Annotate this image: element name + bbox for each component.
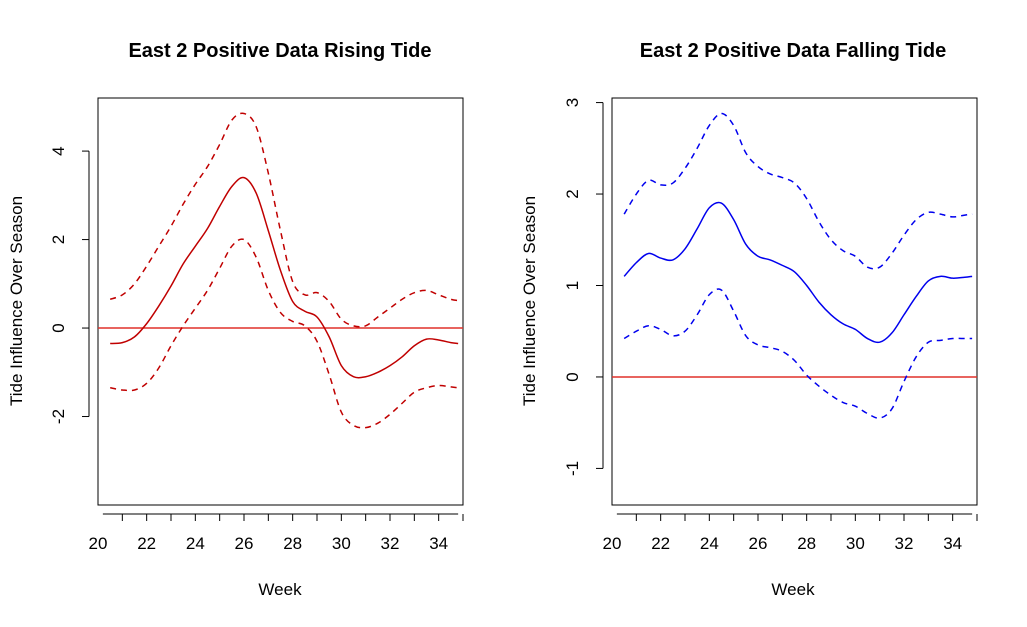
chart-right-y-tick-label: 0 xyxy=(563,372,582,381)
chart-right-x-tick-label: 32 xyxy=(895,534,914,553)
chart-left-x-tick-label: 20 xyxy=(89,534,108,553)
chart-right-series-layer xyxy=(623,112,973,419)
chart-right-x-tick-label: 30 xyxy=(846,534,865,553)
chart-right-plot-frame xyxy=(611,97,978,506)
chart-right-y-tick-label: 2 xyxy=(563,189,582,198)
chart-right-y-axis: -1 0 1 2 3 xyxy=(563,98,604,476)
chart-left: East 2 Positive Data Rising Tide 20 22 24 2… xyxy=(7,40,464,599)
chart-left-x-tick-label: 24 xyxy=(186,534,205,553)
chart-left-series-lower-bound xyxy=(110,238,459,429)
chart-right-series-upper-bound xyxy=(623,112,973,270)
chart-right-x-tick-label: 28 xyxy=(797,534,816,553)
chart-left-series-layer xyxy=(109,112,459,429)
chart-left-y-tick-label: -2 xyxy=(49,409,68,424)
chart-right: East 2 Positive Data Falling Tide 20 22 24… xyxy=(520,40,978,599)
chart-left-series-upper-bound xyxy=(109,112,459,328)
chart-right-xlabel: Week xyxy=(771,580,815,599)
chart-left-ylabel: Tide Influence Over Season xyxy=(7,196,26,406)
chart-right-ylabel: Tide Influence Over Season xyxy=(520,196,539,406)
chart-left-y-tick-label: 0 xyxy=(49,323,68,332)
chart-right-y-tick-label: -1 xyxy=(563,461,582,476)
chart-right-x-tick-label: 34 xyxy=(943,534,962,553)
chart-right-x-axis: 20 22 24 26 28 30 32 34 xyxy=(603,513,978,553)
chart-left-y-tick-label: 2 xyxy=(49,235,68,244)
chart-left-y-tick-label: 4 xyxy=(49,146,68,155)
chart-right-x-tick-label: 24 xyxy=(700,534,719,553)
chart-left-title: East 2 Positive Data Rising Tide xyxy=(128,40,431,62)
chart-left-series-fit xyxy=(110,176,459,379)
chart-left-x-tick-label: 30 xyxy=(332,534,351,553)
chart-right-y-tick-label: 3 xyxy=(563,98,582,107)
chart-right-series-lower-bound xyxy=(623,288,973,419)
chart-left-xlabel: Week xyxy=(258,580,302,599)
chart-left-x-tick-label: 32 xyxy=(381,534,400,553)
chart-left-y-axis: -2 0 2 4 xyxy=(49,146,90,424)
chart-left-x-tick-label: 26 xyxy=(235,534,254,553)
chart-right-series-fit xyxy=(623,201,973,344)
chart-left-x-tick-label: 34 xyxy=(429,534,448,553)
chart-right-y-tick-label: 1 xyxy=(563,281,582,290)
chart-left-x-tick-label: 28 xyxy=(283,534,302,553)
chart-left-plot-frame xyxy=(97,97,464,506)
chart-right-x-tick-label: 22 xyxy=(651,534,670,553)
chart-left-x-axis: 20 22 24 26 28 30 32 34 xyxy=(89,513,464,553)
chart-left-x-tick-label: 22 xyxy=(137,534,156,553)
chart-right-title: East 2 Positive Data Falling Tide xyxy=(640,40,946,62)
chart-right-x-tick-label: 26 xyxy=(749,534,768,553)
chart-right-x-tick-label: 20 xyxy=(603,534,622,553)
